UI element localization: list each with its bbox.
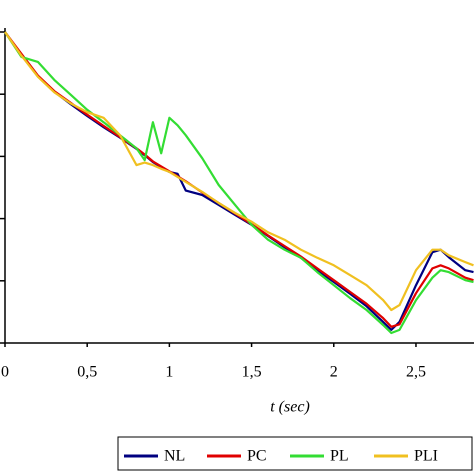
legend-label: PLI (414, 448, 438, 465)
legend-label: PC (247, 448, 267, 465)
series-line (4, 31, 474, 312)
x-tick-label: 0 (1, 364, 9, 381)
legend-label: NL (164, 448, 185, 465)
series-line (4, 31, 474, 331)
x-tick-label: 2 (330, 364, 338, 381)
series-line (4, 31, 474, 328)
series-line (4, 31, 474, 335)
x-axis-label: t (sec) (270, 399, 310, 416)
x-tick-label: 1 (165, 364, 173, 381)
x-tick-label: 0,5 (77, 364, 97, 381)
x-tick-label: 2,5 (406, 364, 426, 381)
legend-box (117, 436, 473, 471)
x-tick-label: 1,5 (242, 364, 262, 381)
legend-label: PL (330, 448, 349, 465)
